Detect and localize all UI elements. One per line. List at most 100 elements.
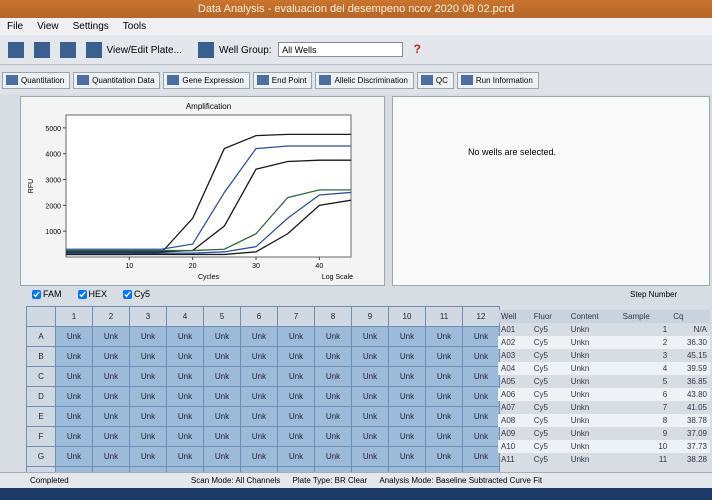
plate-well[interactable]: Unk bbox=[130, 347, 167, 367]
plate-well[interactable]: Unk bbox=[241, 407, 278, 427]
plate-well[interactable]: Unk bbox=[56, 327, 93, 347]
report-button[interactable] bbox=[86, 42, 102, 58]
plate-well[interactable]: Unk bbox=[167, 367, 204, 387]
plate-well[interactable]: Unk bbox=[93, 367, 130, 387]
plate-well[interactable]: Unk bbox=[389, 407, 426, 427]
plate-well[interactable]: Unk bbox=[315, 407, 352, 427]
plate-well[interactable]: Unk bbox=[389, 447, 426, 467]
plate-well[interactable]: Unk bbox=[389, 427, 426, 447]
plate-well[interactable]: Unk bbox=[426, 387, 463, 407]
plate-well[interactable]: Unk bbox=[167, 347, 204, 367]
plate-well[interactable]: Unk bbox=[426, 427, 463, 447]
plate-well[interactable]: Unk bbox=[463, 347, 500, 367]
tab[interactable]: Allelic Discrimination bbox=[315, 72, 413, 89]
plate-well[interactable]: Unk bbox=[315, 447, 352, 467]
view-edit-plate[interactable]: View/Edit Plate... bbox=[107, 45, 182, 56]
plate-well[interactable]: Unk bbox=[352, 327, 389, 347]
plate-well[interactable]: Unk bbox=[204, 367, 241, 387]
plate-well[interactable]: Unk bbox=[56, 387, 93, 407]
plate-well[interactable]: Unk bbox=[56, 427, 93, 447]
plate-well[interactable]: Unk bbox=[352, 447, 389, 467]
plate-well[interactable]: Unk bbox=[389, 327, 426, 347]
channel-checkbox[interactable] bbox=[32, 290, 41, 299]
plate-well[interactable]: Unk bbox=[241, 427, 278, 447]
tab[interactable]: Quantitation bbox=[2, 72, 70, 89]
help-icon[interactable]: ? bbox=[414, 42, 421, 56]
plate-well[interactable]: Unk bbox=[278, 327, 315, 347]
plate-well[interactable]: Unk bbox=[241, 367, 278, 387]
plate-well[interactable]: Unk bbox=[93, 387, 130, 407]
plate-well[interactable]: Unk bbox=[130, 327, 167, 347]
plate-well[interactable]: Unk bbox=[278, 447, 315, 467]
plate-well[interactable]: Unk bbox=[463, 327, 500, 347]
export-button[interactable] bbox=[60, 42, 76, 58]
results-column-header[interactable]: Sample bbox=[620, 310, 671, 323]
plate-well[interactable]: Unk bbox=[130, 387, 167, 407]
menu-item[interactable]: File bbox=[7, 21, 23, 32]
plate-well[interactable]: Unk bbox=[463, 407, 500, 427]
plate-well[interactable]: Unk bbox=[463, 427, 500, 447]
plate-well[interactable]: Unk bbox=[315, 427, 352, 447]
plate-well[interactable]: Unk bbox=[352, 427, 389, 447]
plate-well[interactable]: Unk bbox=[352, 387, 389, 407]
plate-well[interactable]: Unk bbox=[204, 427, 241, 447]
plate-well[interactable]: Unk bbox=[426, 407, 463, 427]
plate-well[interactable]: Unk bbox=[204, 347, 241, 367]
plate-well[interactable]: Unk bbox=[93, 427, 130, 447]
plate-well[interactable]: Unk bbox=[241, 347, 278, 367]
plate-well[interactable]: Unk bbox=[278, 407, 315, 427]
plate-well[interactable]: Unk bbox=[352, 367, 389, 387]
menu-item[interactable]: Settings bbox=[73, 21, 109, 32]
plate-well[interactable]: Unk bbox=[278, 387, 315, 407]
menu-item[interactable]: View bbox=[37, 21, 59, 32]
plate-well[interactable]: Unk bbox=[315, 327, 352, 347]
channel-checkbox[interactable] bbox=[78, 290, 87, 299]
plate-well[interactable]: Unk bbox=[204, 407, 241, 427]
plate-well[interactable]: Unk bbox=[241, 387, 278, 407]
plate-well[interactable]: Unk bbox=[167, 447, 204, 467]
results-column-header[interactable]: Well bbox=[498, 310, 531, 323]
tab[interactable]: End Point bbox=[253, 72, 313, 89]
tab[interactable]: Run Information bbox=[457, 72, 539, 89]
channel-toggle[interactable]: HEX bbox=[76, 289, 108, 299]
plate-well[interactable]: Unk bbox=[278, 347, 315, 367]
plate-well[interactable]: Unk bbox=[56, 367, 93, 387]
plate-well[interactable]: Unk bbox=[426, 347, 463, 367]
plate-well[interactable]: Unk bbox=[130, 427, 167, 447]
plate-well[interactable]: Unk bbox=[93, 407, 130, 427]
plate-well[interactable]: Unk bbox=[167, 407, 204, 427]
plate-well[interactable]: Unk bbox=[352, 347, 389, 367]
results-column-header[interactable]: Fluor bbox=[531, 310, 568, 323]
plate-well[interactable]: Unk bbox=[167, 387, 204, 407]
save-button[interactable] bbox=[8, 42, 24, 58]
plate-well[interactable]: Unk bbox=[93, 347, 130, 367]
plate-well[interactable]: Unk bbox=[463, 367, 500, 387]
plate-well[interactable]: Unk bbox=[278, 427, 315, 447]
results-column-header[interactable]: Content bbox=[568, 310, 620, 323]
plate-well[interactable]: Unk bbox=[463, 447, 500, 467]
plate-well[interactable]: Unk bbox=[278, 367, 315, 387]
results-column-header[interactable]: Cq bbox=[670, 310, 710, 323]
plate-well[interactable]: Unk bbox=[130, 367, 167, 387]
print-button[interactable] bbox=[34, 42, 50, 58]
plate-well[interactable]: Unk bbox=[315, 347, 352, 367]
plate-well[interactable]: Unk bbox=[56, 407, 93, 427]
plate-well[interactable]: Unk bbox=[389, 367, 426, 387]
plate-well[interactable]: Unk bbox=[389, 347, 426, 367]
plate-well[interactable]: Unk bbox=[56, 447, 93, 467]
plate-well[interactable]: Unk bbox=[315, 367, 352, 387]
plate-well[interactable]: Unk bbox=[167, 327, 204, 347]
plate-well[interactable]: Unk bbox=[204, 387, 241, 407]
plate-well[interactable]: Unk bbox=[389, 387, 426, 407]
